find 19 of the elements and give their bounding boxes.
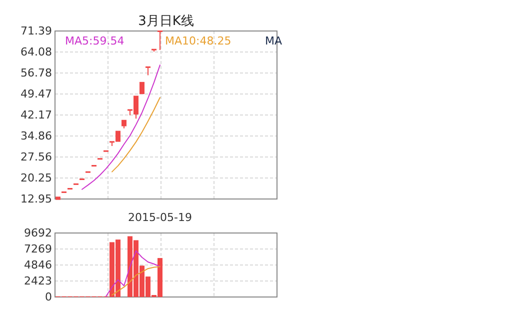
y-tick-label: 56.78 xyxy=(20,66,52,80)
y-tick-label: 2423 xyxy=(24,274,52,288)
y-tick-label: 42.17 xyxy=(20,108,52,122)
y-tick-label: 7269 xyxy=(24,242,52,256)
y-tick-label: 20.25 xyxy=(20,172,52,185)
y-tick-label: 9692 xyxy=(24,226,52,240)
text: 2015-05-19 xyxy=(128,211,192,224)
y-tick-label: 34.86 xyxy=(20,130,52,143)
y-tick-label: 27.56 xyxy=(20,150,52,164)
text: MA5:59.54 xyxy=(65,34,124,48)
y-tick-label: 49.47 xyxy=(20,88,52,101)
text: MA10:48.25 xyxy=(165,34,232,48)
y-tick-label: 12.95 xyxy=(20,192,52,206)
y-tick-label: 4846 xyxy=(24,258,52,272)
y-tick-label: 64.08 xyxy=(20,46,52,59)
y-tick-label: 0 xyxy=(45,290,52,304)
text: MA xyxy=(265,34,282,48)
y-tick-label: 71.39 xyxy=(20,24,52,38)
chart-title: 3月日K线 xyxy=(138,14,194,29)
